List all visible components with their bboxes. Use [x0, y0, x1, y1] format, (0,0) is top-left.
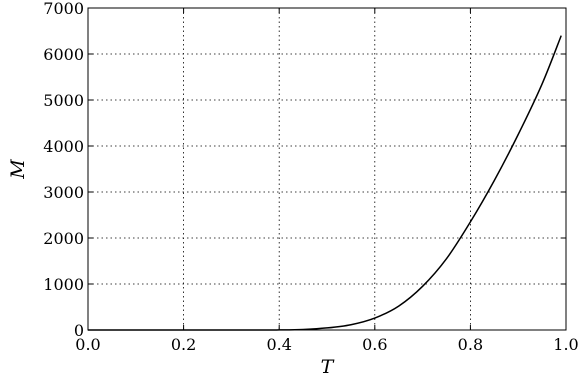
axis-ticks	[87, 7, 567, 331]
y-tick-label: 7000	[43, 0, 84, 18]
plot-frame	[87, 7, 567, 331]
y-tick-label: 4000	[43, 137, 84, 156]
x-tick-label: 1.0	[553, 335, 578, 354]
grid	[87, 7, 567, 331]
x-tick-label: 0.2	[171, 335, 196, 354]
x-tick-label: 0.4	[266, 335, 291, 354]
tick-labels: 0.0 0.2 0.4 0.6 0.8 1.0 0 1000 2000 3000 4000 5000 6…	[43, 0, 578, 354]
y-tick-label: 5000	[43, 91, 84, 110]
x-axis-label: T	[321, 356, 335, 378]
y-axis-label: M	[7, 159, 29, 180]
y-tick-label: 2000	[43, 229, 84, 248]
plot-series	[87, 35, 562, 331]
y-tick-label: 1000	[43, 275, 84, 294]
y-tick-label: 3000	[43, 183, 84, 202]
series-line	[87, 35, 562, 331]
y-tick-label: 0	[74, 321, 84, 340]
y-tick-label: 6000	[43, 45, 84, 64]
x-tick-label: 0.6	[362, 335, 387, 354]
x-tick-label: 0.0	[75, 335, 100, 354]
x-tick-label: 0.8	[458, 335, 483, 354]
